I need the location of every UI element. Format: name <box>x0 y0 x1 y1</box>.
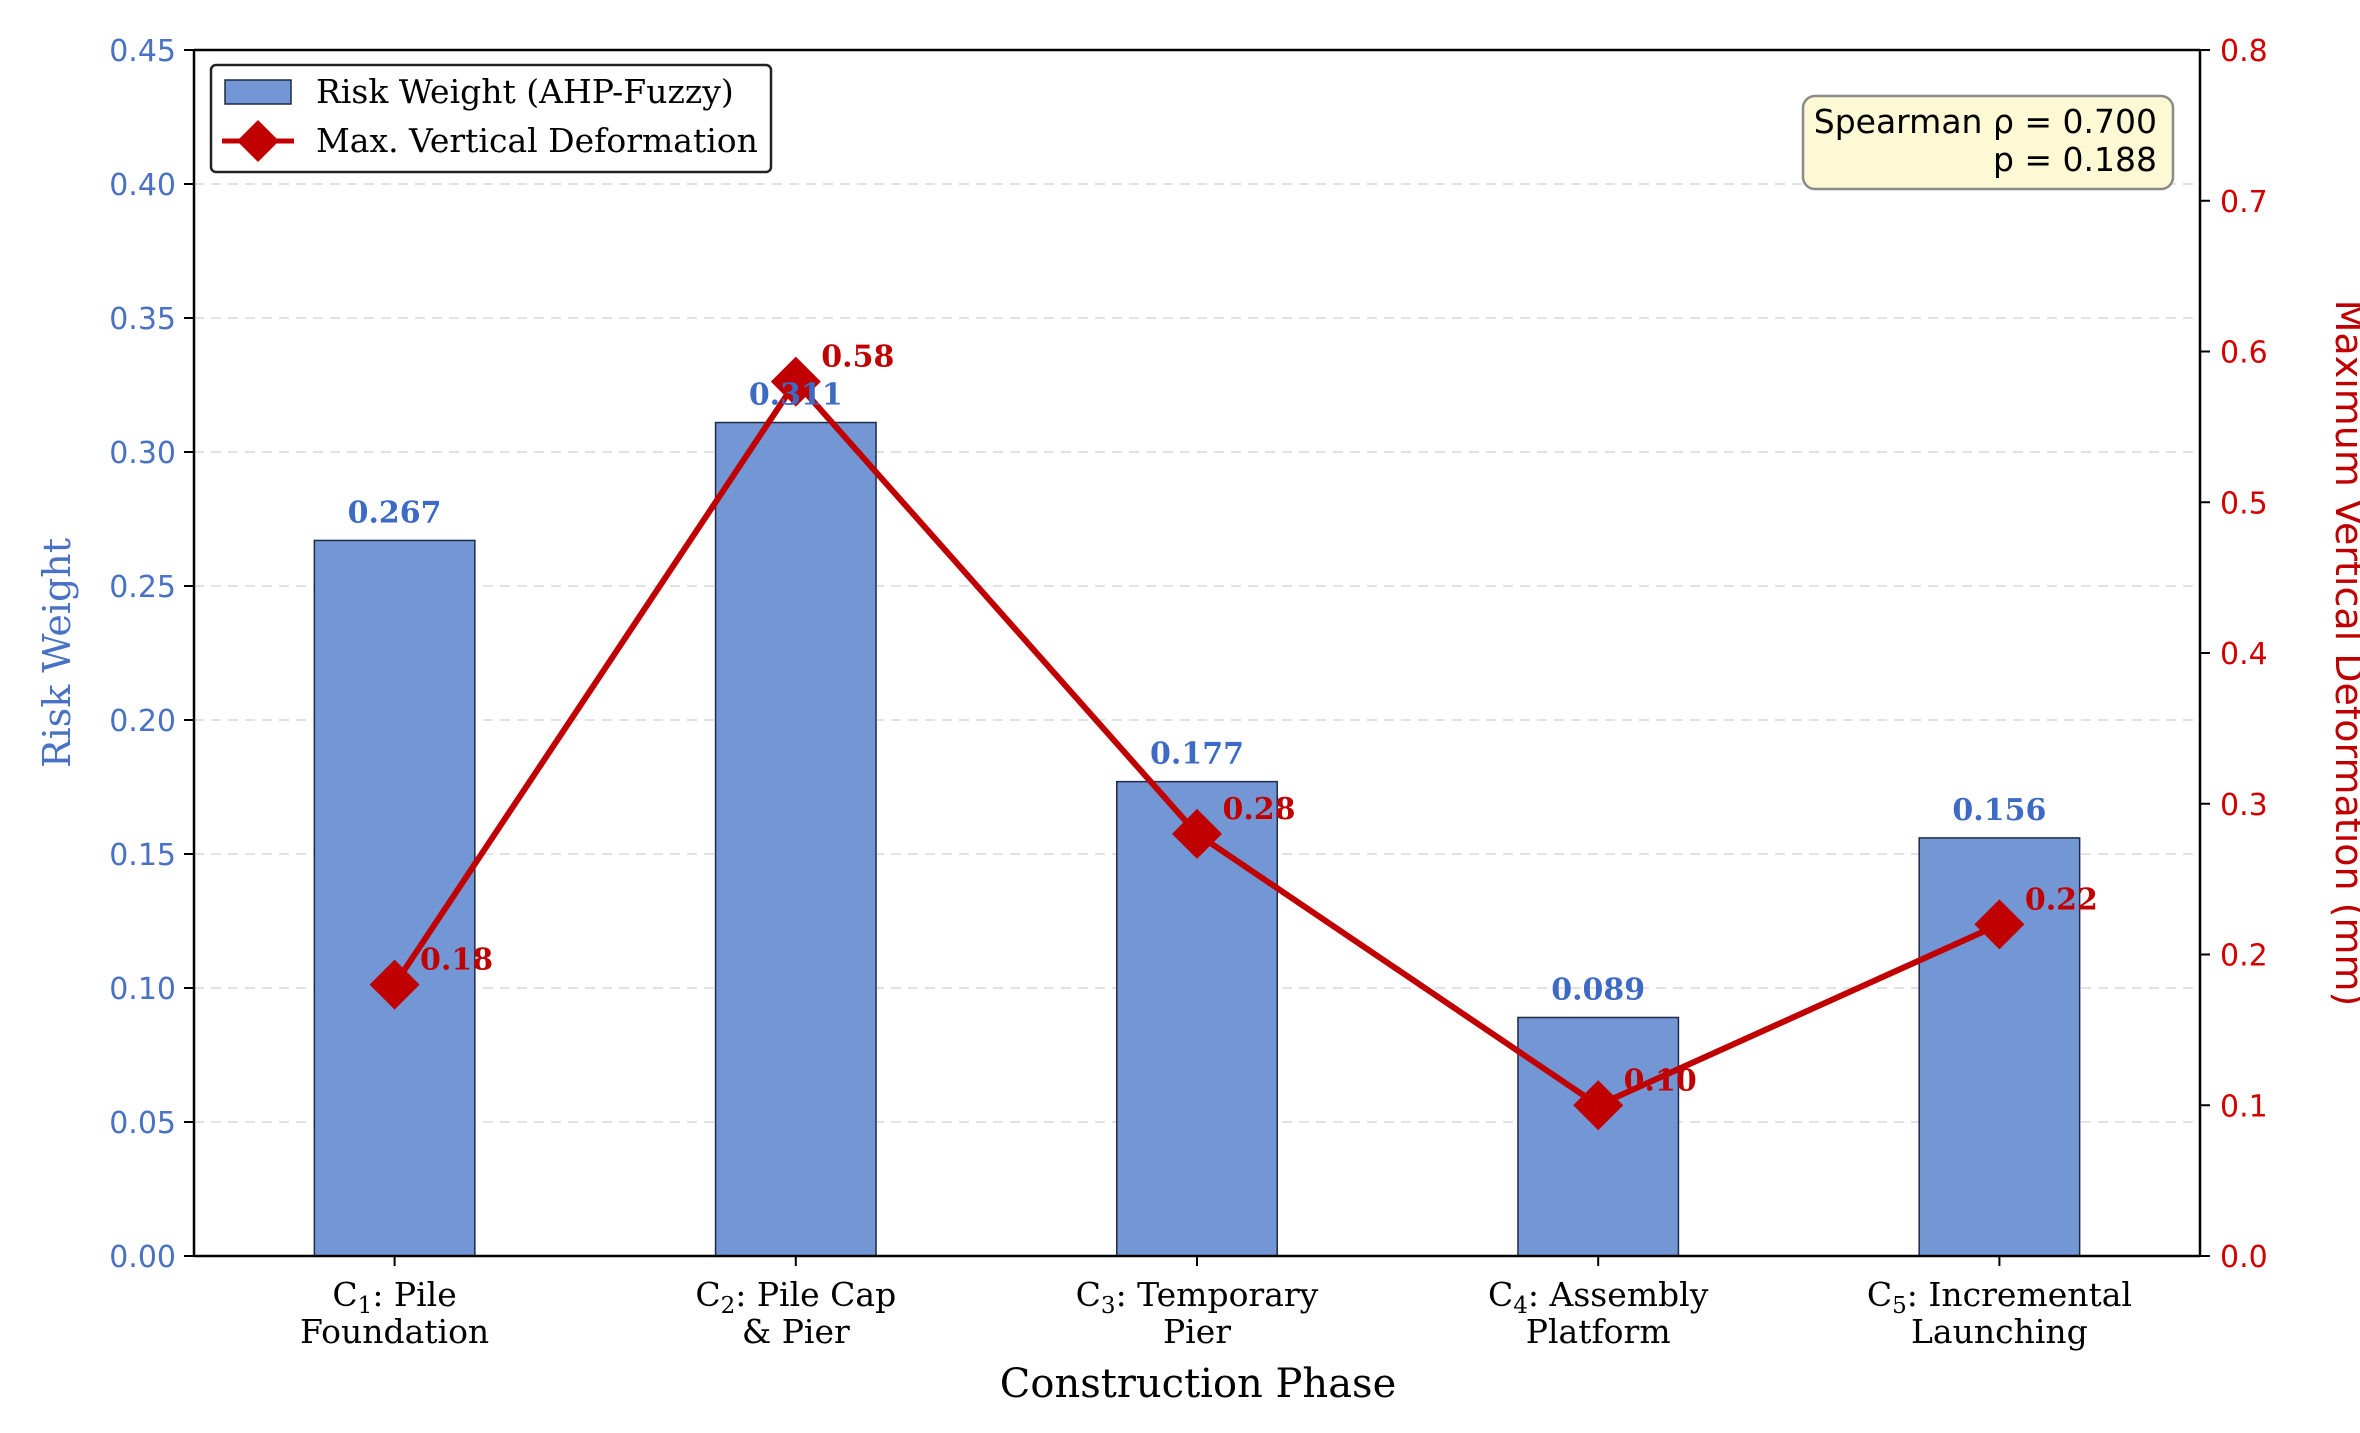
y-left-tick-label: 0.40 <box>109 168 176 203</box>
x-tick-label-line2: Platform <box>1526 1312 1671 1351</box>
y-left-tick-label: 0.30 <box>109 436 176 471</box>
x-tick-label-subscript: 2 <box>721 1293 736 1319</box>
y-left-tick-label: 0.05 <box>109 1106 176 1141</box>
annotation-p-value: p = 0.188 <box>1993 140 2157 179</box>
x-tick-label-line2: & Pier <box>742 1312 850 1351</box>
x-tick-label-text: : Temporary <box>1116 1275 1319 1314</box>
y-left-tick-label: 0.20 <box>109 704 176 739</box>
x-tick-label-subscript: 1 <box>358 1293 373 1319</box>
bar <box>1116 780 1278 1257</box>
x-tick-label-text: : Pile <box>372 1275 456 1314</box>
legend-label-bar: Risk Weight (AHP-Fuzzy) <box>316 72 734 111</box>
bar-value-label: 0.267 <box>348 495 442 530</box>
x-tick-label: C5: Incremental <box>1867 1275 2132 1319</box>
y-right-tick-label: 0.4 <box>2220 637 2268 672</box>
data-labels: 0.267 0.311 0.177 0.089 0.156 0.18 0.58 0.28 0.1… <box>348 340 2098 1099</box>
deformation-point <box>1974 899 2025 950</box>
x-tick-label-line2: Foundation <box>300 1312 489 1351</box>
y-right-tick-label: 0.8 <box>2220 34 2268 69</box>
x-tick-label-line2: Launching <box>1911 1312 2088 1351</box>
legend: Risk Weight (AHP-Fuzzy) Max. Vertical De… <box>209 63 773 174</box>
x-tick-label-line2: Pier <box>1163 1312 1231 1351</box>
deformation-point <box>1573 1080 1624 1131</box>
bar-value-label: 0.089 <box>1551 972 1645 1007</box>
x-tick-label: C1: Pile <box>332 1275 456 1319</box>
point-value-label: 0.28 <box>1222 792 1295 827</box>
x-tick-label: C4: Assembly <box>1488 1275 1709 1319</box>
y-right-tick-label: 0.7 <box>2220 185 2268 220</box>
y-right-tick-label: 0.3 <box>2220 788 2268 823</box>
x-tick-label-text: : Incremental <box>1907 1275 2132 1314</box>
spearman-annotation: Spearman ρ = 0.700 p = 0.188 <box>1801 94 2175 191</box>
x-tick-label-subscript: 5 <box>1892 1293 1907 1319</box>
y-right-tick-label: 0.5 <box>2220 486 2268 521</box>
x-tick-label-prefix: C <box>1488 1275 1513 1314</box>
y-left-tick-label: 0.25 <box>109 570 176 605</box>
x-tick-label-prefix: C <box>1867 1275 1892 1314</box>
y-left-tick-label: 0.35 <box>109 302 176 337</box>
y-left-tick-label: 0.10 <box>109 972 176 1007</box>
legend-label-line: Max. Vertical Deformation <box>316 121 758 160</box>
x-tick-label-prefix: C <box>332 1275 357 1314</box>
x-axis-title: Construction Phase <box>1000 1361 1396 1407</box>
legend-swatch-diamond <box>237 120 279 162</box>
annotation-spearman: Spearman ρ = 0.700 <box>1814 102 2157 141</box>
point-value-label: 0.10 <box>1624 1063 1697 1098</box>
bar <box>714 421 877 1257</box>
x-tick-label-prefix: C <box>695 1275 720 1314</box>
annotation-box <box>1801 94 2175 191</box>
x-tick-label: C3: Temporary <box>1076 1275 1319 1319</box>
y-right-tick-label: 0.6 <box>2220 336 2268 371</box>
x-tick-label-subscript: 4 <box>1513 1293 1528 1319</box>
bar-value-label: 0.311 <box>749 378 843 413</box>
y-left-axis-title: Risk Weight <box>35 538 79 768</box>
x-tick-label-prefix: C <box>1076 1275 1101 1314</box>
y-right-axis-title: Maximum Vertical Deformation (mm) <box>2327 300 2360 1007</box>
point-value-label: 0.58 <box>821 340 894 375</box>
deformation-point <box>1172 808 1222 859</box>
axes: 0.000.050.100.150.200.250.300.350.400.45… <box>109 34 2268 1351</box>
line-series <box>369 356 2025 1131</box>
y-right-tick-label: 0.2 <box>2220 939 2268 974</box>
bar-value-label: 0.177 <box>1150 737 1244 772</box>
bar-value-label: 0.156 <box>1952 793 2046 828</box>
y-left-tick-label: 0.15 <box>109 838 176 873</box>
y-right-tick-label: 0.0 <box>2220 1240 2268 1275</box>
y-left-tick-label: 0.00 <box>109 1240 176 1275</box>
legend-swatch-bar <box>224 79 292 105</box>
y-left-tick-label: 0.45 <box>109 34 176 69</box>
x-tick-label-text: : Pile Cap <box>735 1275 896 1314</box>
x-tick-label-subscript: 3 <box>1101 1293 1116 1319</box>
x-tick-label-text: : Assembly <box>1528 1275 1709 1314</box>
deformation-point <box>770 356 821 407</box>
deformation-point <box>369 959 420 1010</box>
x-tick-label: C2: Pile Cap <box>695 1275 896 1319</box>
point-value-label: 0.22 <box>2025 882 2098 917</box>
bar <box>1517 1016 1680 1257</box>
legend-frame <box>209 63 773 174</box>
point-value-label: 0.18 <box>420 943 493 978</box>
y-right-tick-label: 0.1 <box>2220 1089 2268 1124</box>
bar-series <box>313 421 2081 1257</box>
